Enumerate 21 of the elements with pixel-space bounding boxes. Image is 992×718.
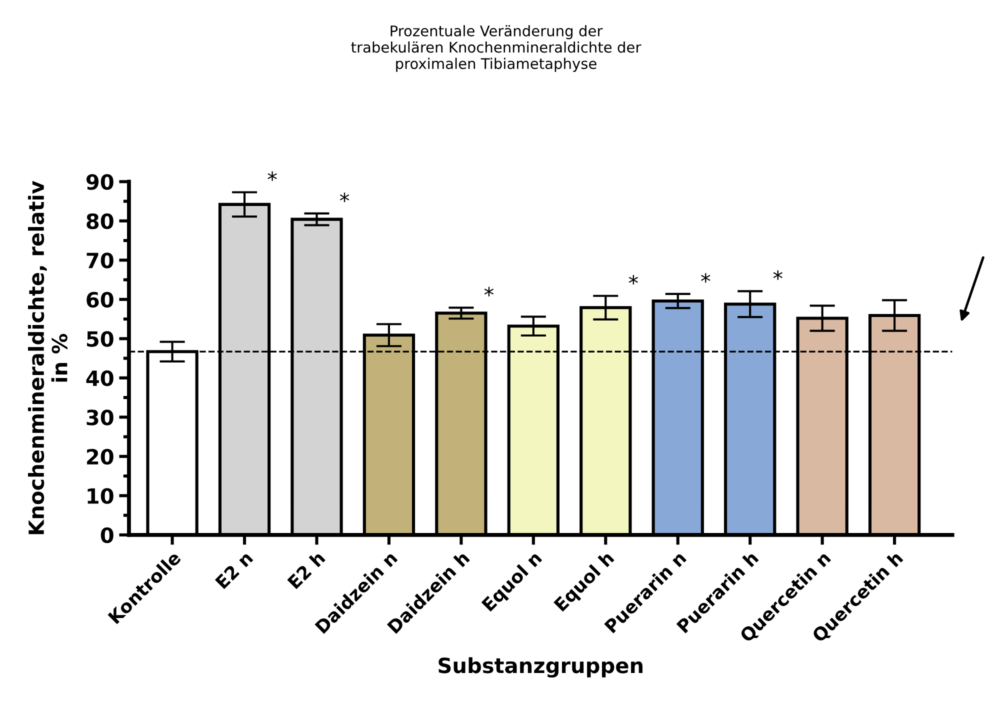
y-tick-label: 0 [100,527,114,544]
y-tick-label: 20 [87,448,114,465]
y-tick-label: 40 [86,370,114,386]
x-tick-label: E2 h [286,550,326,590]
annotation: * [701,273,710,283]
x-axis-title: Substanzgruppen [438,657,642,678]
y-tick-label: 50 [86,331,114,347]
y-tick-label: 30 [86,410,114,426]
y-tick-label: 70 [86,252,114,268]
y-tick-label: 60 [86,292,114,308]
x-tick-label: E2 n [214,550,254,590]
annotation: * [628,275,638,285]
annotation: * [340,192,350,202]
y-tick-label: 90 [86,174,114,190]
y-tick-label: 10 [88,488,114,504]
y-axis-title: Knochenmineraldichte, relativ in % [28,180,68,534]
annotation: * [773,270,782,280]
annotation: * [484,286,494,296]
y-tick-label: 80 [86,213,114,230]
chart-title: Prozentuale Veränderung der trabekulären Knochenmineraldichte der proximalen Tibiametaphyse [351,25,642,72]
annotation: * [268,171,277,181]
